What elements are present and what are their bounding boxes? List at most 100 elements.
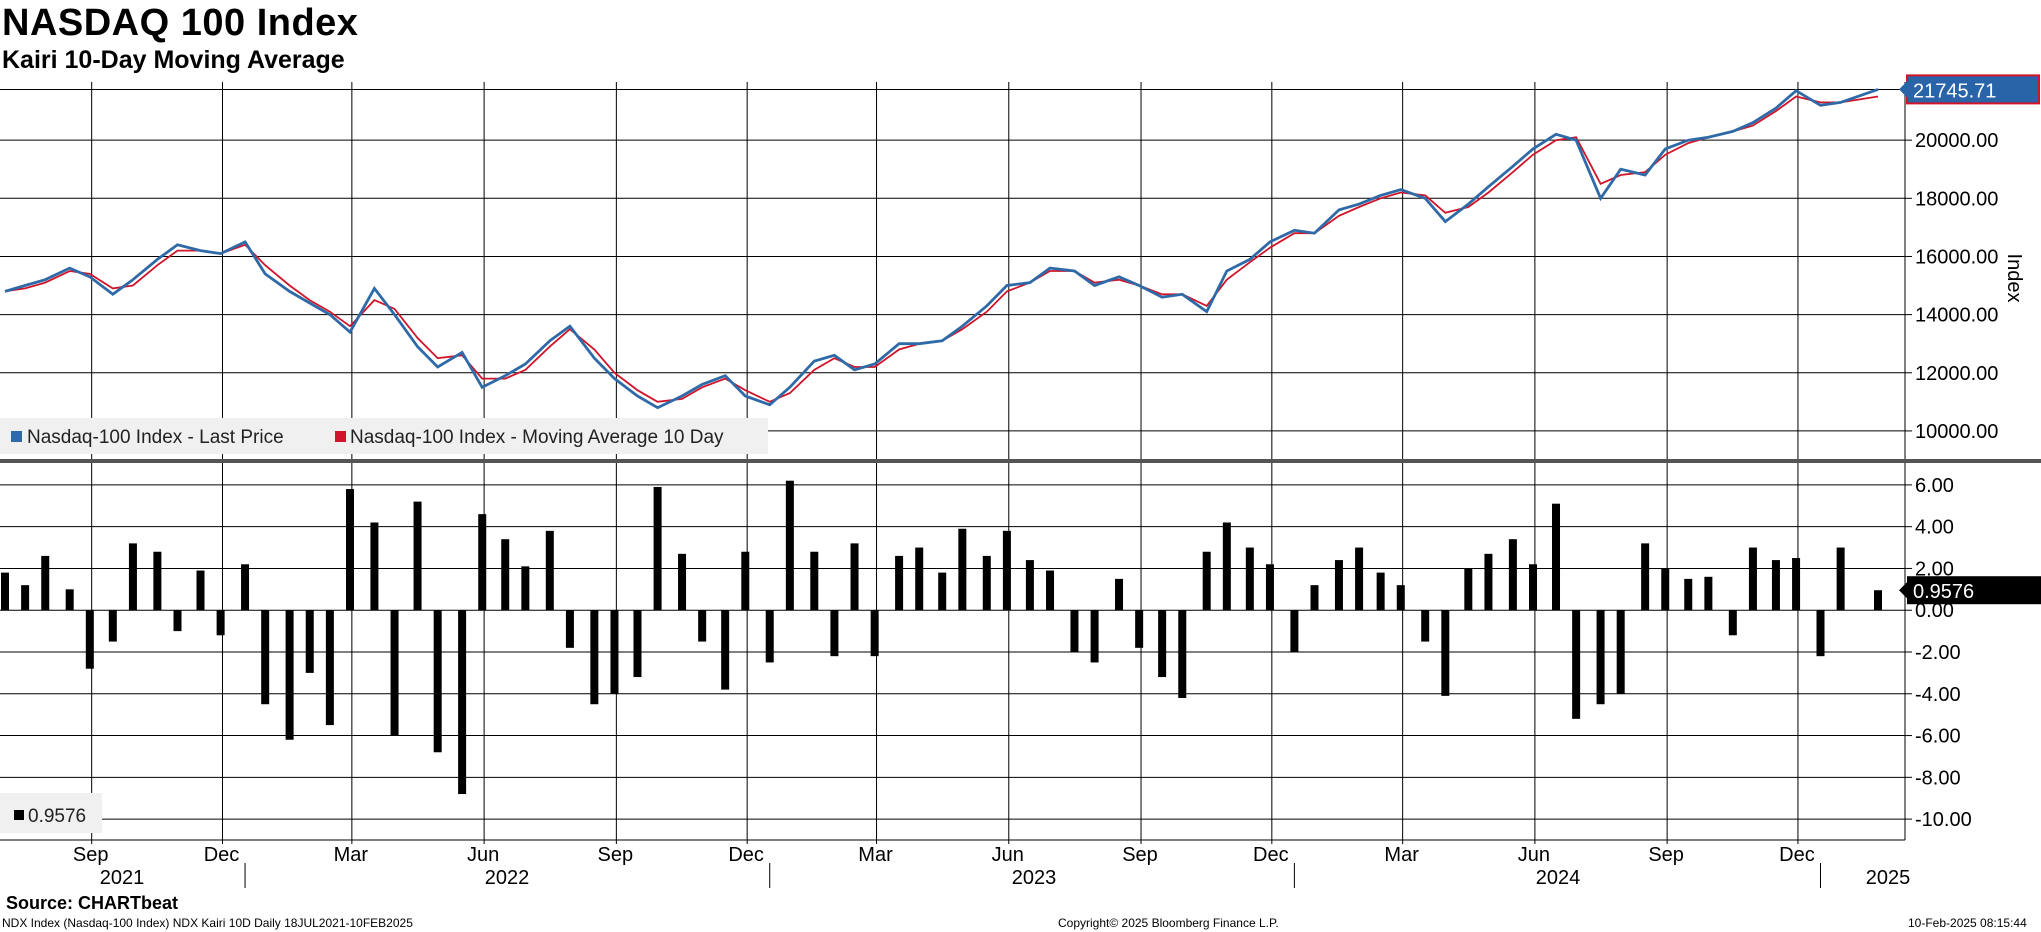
- x-tick-label: Jun: [1518, 844, 1550, 866]
- kairi-bar: [1816, 610, 1825, 657]
- kairi-bar: [633, 610, 642, 678]
- y-tick-label: -8.00: [1915, 767, 1961, 789]
- kairi-bar: [1135, 610, 1144, 648]
- x-tick-label: Dec: [204, 844, 240, 866]
- y-tick-label: -2.00: [1915, 642, 1961, 664]
- kairi-bar: [1025, 560, 1034, 611]
- legend-box: [0, 418, 768, 454]
- kairi-bar: [1158, 610, 1167, 678]
- series-line-last-price: [4, 88, 1879, 410]
- kairi-bar: [1836, 547, 1845, 611]
- y-tick-label: 6.00: [1915, 475, 1954, 497]
- kairi-bar: [153, 551, 162, 611]
- kairi-bar: [1572, 610, 1581, 719]
- kairi-bar: [653, 486, 662, 611]
- kairi-bar: [958, 528, 967, 611]
- kairi-bar: [545, 530, 554, 611]
- kairi-bar: [1441, 610, 1450, 696]
- x-tick-label: Jun: [467, 844, 499, 866]
- kairi-bar: [345, 489, 354, 611]
- kairi-bar: [1529, 564, 1538, 611]
- last-kairi-badge: [1907, 576, 2041, 605]
- legend-label-moving-average: Nasdaq-100 Index - Moving Average 10 Day: [350, 427, 724, 448]
- x-tick-label: Dec: [1253, 844, 1289, 866]
- badge-pointer: [1899, 581, 1908, 600]
- kairi-bar: [785, 480, 794, 611]
- kairi-bar: [765, 610, 774, 663]
- kairi-bar: [501, 539, 510, 611]
- kairi-bar: [1115, 578, 1124, 611]
- year-label: 2025: [1866, 867, 1911, 889]
- kairi-bar: [413, 501, 422, 611]
- kairi-bar: [565, 610, 574, 648]
- last-price-label: 21745.71: [1913, 80, 1996, 102]
- last-price-badge: [1906, 74, 2040, 105]
- kairi-bar: [1222, 522, 1231, 611]
- kairi-bar: [1202, 551, 1211, 611]
- x-tick-label: Sep: [1648, 844, 1684, 866]
- kairi-bar: [1421, 610, 1430, 642]
- kairi-bar: [390, 610, 399, 736]
- kairi-bar: [478, 514, 487, 611]
- kairi-bar: [85, 610, 94, 669]
- kairi-bar: [1290, 610, 1299, 652]
- kairi-bar: [1396, 585, 1405, 611]
- legend-label-kairi: 0.9576: [28, 806, 86, 827]
- kairi-bar: [1310, 585, 1319, 611]
- y-tick-label: 18000.00: [1915, 188, 1998, 210]
- kairi-bar: [65, 589, 74, 611]
- x-tick-label: Jun: [992, 844, 1024, 866]
- kairi-bar: [41, 555, 50, 611]
- footer-left: NDX Index (Nasdaq-100 Index) NDX Kairi 1…: [2, 916, 413, 930]
- kairi-bar: [1508, 539, 1517, 611]
- kairi-bar: [1, 572, 9, 611]
- kairi-bar: [721, 610, 730, 690]
- y-axis-label: Index: [2003, 254, 2025, 303]
- kairi-bar: [1684, 578, 1693, 611]
- kairi-bar: [810, 551, 819, 611]
- kairi-bar: [678, 553, 687, 611]
- kairi-bar: [1728, 610, 1737, 636]
- series-line-moving-average: [4, 95, 1879, 403]
- kairi-bar: [1376, 572, 1385, 611]
- y-tick-label: 0.00: [1915, 600, 1954, 622]
- kairi-bar: [1552, 503, 1561, 611]
- y-tick-label: 10000.00: [1915, 421, 1998, 443]
- kairi-bar: [610, 610, 619, 694]
- y-tick-label: 20000.00: [1915, 130, 1998, 152]
- kairi-bar: [1070, 610, 1079, 652]
- kairi-bar: [433, 610, 442, 753]
- y-tick-label: -10.00: [1915, 809, 1972, 831]
- kairi-bar: [285, 610, 294, 740]
- kairi-bar: [982, 555, 991, 611]
- year-label: 2023: [1012, 867, 1057, 889]
- kairi-bar: [741, 551, 750, 611]
- x-tick-label: Sep: [1122, 844, 1158, 866]
- kairi-bar: [325, 610, 334, 726]
- legend-swatch-last-price: [11, 431, 22, 442]
- kairi-bar: [241, 564, 250, 611]
- kairi-bar: [915, 547, 924, 611]
- kairi-bar: [1265, 564, 1274, 611]
- legend-swatch-moving-average: [335, 431, 346, 442]
- kairi-bar: [1616, 610, 1625, 694]
- kairi-bar: [1484, 553, 1493, 611]
- y-tick-label: -6.00: [1915, 726, 1961, 748]
- kairi-bar: [1355, 547, 1364, 611]
- year-label: 2022: [485, 867, 530, 889]
- year-label: 2021: [100, 867, 145, 889]
- kairi-bar: [261, 610, 270, 705]
- footer-timestamp: 10-Feb-2025 08:15:44: [1908, 916, 2027, 930]
- x-tick-label: Mar: [858, 844, 893, 866]
- year-label: 2024: [1536, 867, 1581, 889]
- kairi-bar: [1704, 576, 1713, 611]
- source-note: Source: CHARTbeat: [6, 893, 179, 913]
- kairi-bar: [1178, 610, 1187, 698]
- kairi-bar: [1771, 560, 1780, 611]
- kairi-bar: [1596, 610, 1605, 705]
- badge-pointer: [1899, 80, 1908, 99]
- kairi-bar: [216, 610, 225, 636]
- kairi-bar: [1090, 610, 1099, 663]
- y-tick-label: 4.00: [1915, 517, 1954, 539]
